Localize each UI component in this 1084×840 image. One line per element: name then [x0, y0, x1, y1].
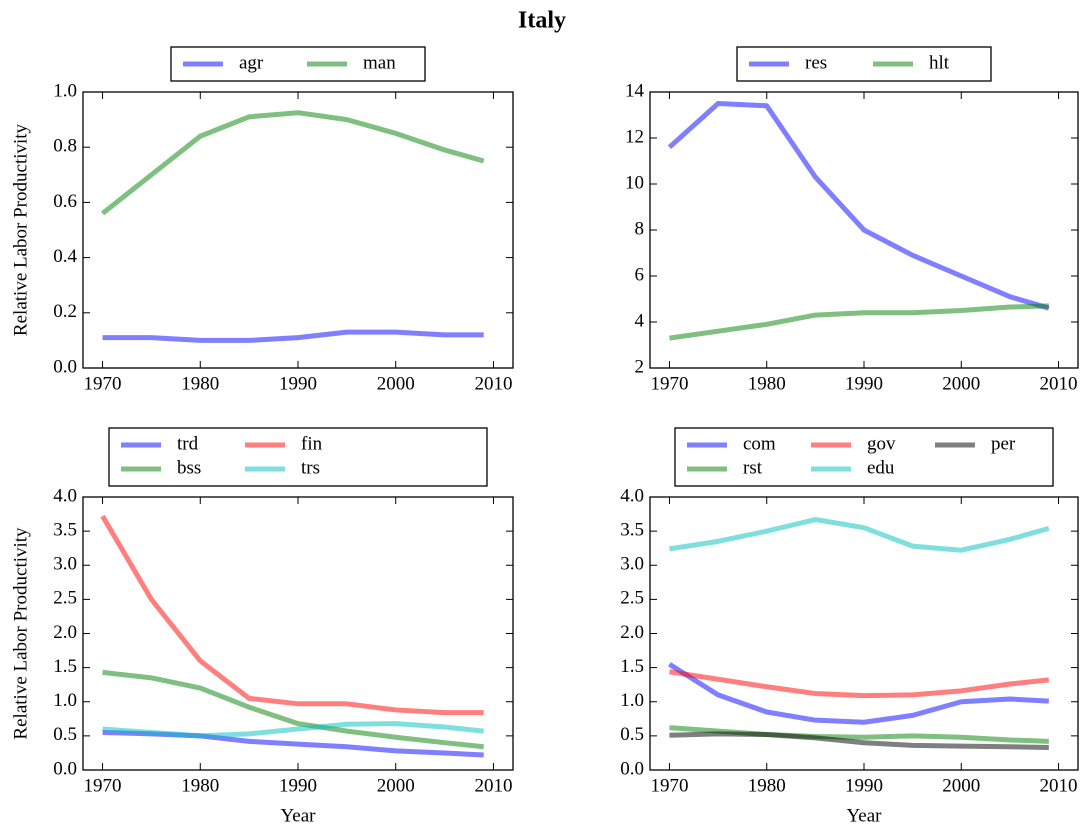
- legend-label: agr: [239, 52, 264, 73]
- y-tick-label: 1.5: [620, 656, 644, 677]
- y-tick-label: 0.8: [53, 136, 77, 157]
- x-tick-label: 1990: [845, 775, 883, 796]
- x-tick-label: 2000: [942, 373, 980, 394]
- x-axis-label: Year: [846, 805, 882, 826]
- y-tick-label: 0.6: [53, 191, 77, 212]
- y-tick-label: 0.0: [620, 758, 644, 779]
- y-tick-label: 6: [635, 264, 645, 285]
- series-line: [667, 101, 1050, 311]
- y-axis-label: Relative Labor Productivity: [10, 527, 31, 740]
- legend-box: [108, 427, 488, 487]
- x-tick-label: 1970: [84, 775, 122, 796]
- x-tick-label: 1980: [181, 775, 219, 796]
- x-tick-label: 2010: [1040, 775, 1078, 796]
- legend-label: trs: [301, 457, 320, 478]
- legend-label: per: [991, 433, 1016, 454]
- legend-label: bss: [177, 457, 201, 478]
- legend-box: [674, 427, 1054, 487]
- y-tick-label: 0.5: [53, 724, 77, 745]
- y-tick-label: 4.0: [620, 485, 644, 506]
- y-tick-label: 1.0: [53, 690, 77, 711]
- legend-label: edu: [867, 457, 895, 478]
- y-tick-label: 1.0: [53, 80, 77, 101]
- series-line: [102, 329, 484, 343]
- x-tick-label: 1980: [748, 373, 786, 394]
- x-tick-label: 1980: [748, 775, 786, 796]
- y-tick-label: 0.0: [53, 356, 77, 377]
- y-tick-label: 10: [625, 172, 644, 193]
- y-tick-label: 2: [635, 356, 645, 377]
- series-line: [669, 669, 1050, 699]
- legend-label: res: [805, 52, 827, 73]
- series-line: [102, 669, 484, 750]
- y-tick-label: 8: [635, 218, 645, 239]
- y-tick-label: 4: [635, 310, 645, 331]
- y-tick-label: 3.5: [620, 519, 644, 540]
- x-tick-label: 2010: [474, 775, 512, 796]
- x-tick-label: 1990: [845, 373, 883, 394]
- series-line: [102, 721, 484, 739]
- series-line: [669, 303, 1049, 341]
- series-line: [100, 514, 484, 716]
- y-tick-label: 2.0: [53, 622, 77, 643]
- legend-label: man: [363, 52, 396, 73]
- legend-label: rst: [743, 457, 763, 478]
- y-tick-label: 2.0: [620, 622, 644, 643]
- legend-label: trd: [177, 433, 199, 454]
- x-axis-label: Year: [280, 805, 316, 826]
- y-tick-label: 14: [625, 80, 645, 101]
- legend-label: com: [743, 433, 776, 454]
- x-tick-label: 1970: [650, 775, 688, 796]
- x-tick-label: 2000: [942, 775, 980, 796]
- y-tick-label: 2.5: [620, 588, 644, 609]
- x-tick-label: 1990: [279, 775, 317, 796]
- x-tick-label: 1990: [279, 373, 317, 394]
- series-line: [668, 662, 1049, 725]
- y-tick-label: 0.5: [620, 724, 644, 745]
- series-line: [100, 110, 485, 216]
- y-tick-label: 0.2: [53, 301, 77, 322]
- legend-label: fin: [301, 433, 323, 454]
- y-tick-label: 3.5: [53, 519, 77, 540]
- x-tick-label: 2010: [1040, 373, 1078, 394]
- y-tick-label: 0.0: [53, 758, 77, 779]
- legend-label: gov: [867, 433, 896, 454]
- x-tick-label: 2000: [377, 775, 415, 796]
- y-tick-label: 1.5: [53, 656, 77, 677]
- y-tick-label: 12: [625, 126, 644, 147]
- series-line: [669, 517, 1050, 553]
- x-tick-label: 2010: [474, 373, 512, 394]
- y-tick-label: 0.4: [53, 246, 77, 267]
- x-tick-label: 1970: [84, 373, 122, 394]
- y-tick-label: 3.0: [620, 554, 644, 575]
- y-tick-label: 4.0: [53, 485, 77, 506]
- legend-label: hlt: [929, 52, 950, 73]
- x-tick-label: 1980: [181, 373, 219, 394]
- y-axis-label: Relative Labor Productivity: [10, 123, 31, 336]
- x-tick-label: 2000: [377, 373, 415, 394]
- y-tick-label: 1.0: [620, 690, 644, 711]
- y-tick-label: 3.0: [53, 554, 77, 575]
- figure-title: Italy: [518, 8, 566, 34]
- series-line: [669, 731, 1049, 750]
- y-tick-label: 2.5: [53, 588, 77, 609]
- x-tick-label: 1970: [650, 373, 688, 394]
